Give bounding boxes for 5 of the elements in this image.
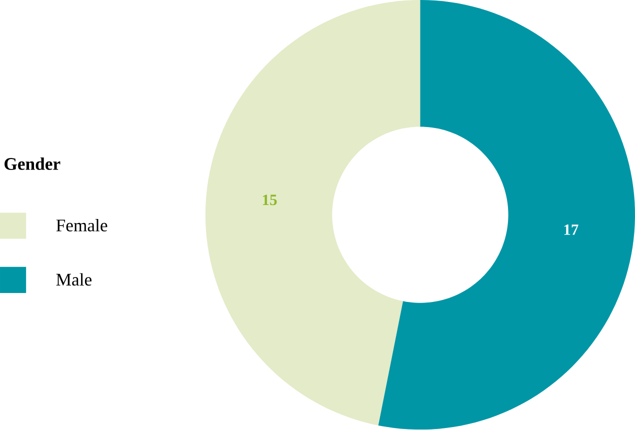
legend-label: Male [56,273,92,286]
legend-title: Gender [4,158,60,170]
data-label: 17 [564,224,578,235]
data-label: 15 [262,194,277,206]
legend-label: Female [56,219,108,232]
